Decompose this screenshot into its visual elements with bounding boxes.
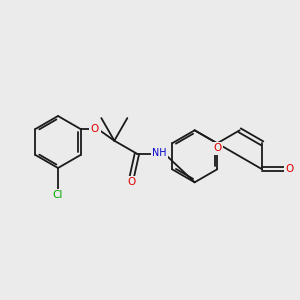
Text: O: O xyxy=(128,177,136,187)
Text: NH: NH xyxy=(152,148,167,158)
Text: O: O xyxy=(286,164,294,174)
Text: Cl: Cl xyxy=(53,190,63,200)
Text: O: O xyxy=(91,124,99,134)
Text: O: O xyxy=(213,143,221,153)
